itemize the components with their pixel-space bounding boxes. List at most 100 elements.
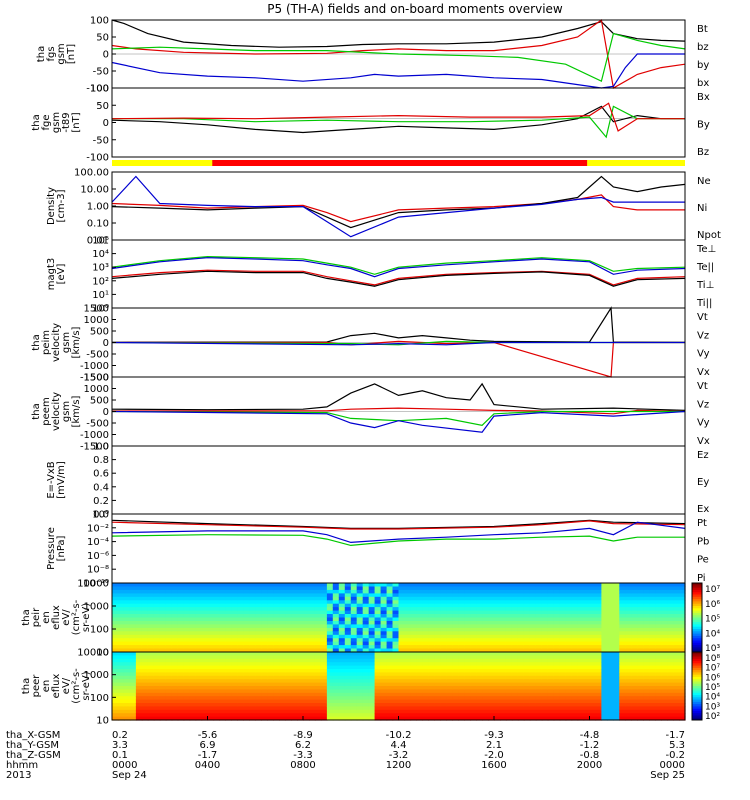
heatmap-cell	[553, 662, 561, 667]
heatmap-cell	[135, 665, 143, 670]
heatmap-cell	[338, 610, 346, 615]
heatmap-cell	[183, 596, 191, 601]
heatmap-cell	[201, 617, 209, 622]
heatmap-cell	[297, 627, 304, 632]
heatmap-cell	[410, 662, 417, 667]
heatmap-cell	[356, 682, 364, 687]
heatmap-cell	[207, 672, 215, 677]
heatmap-cell	[314, 638, 322, 643]
heatmap-cell	[123, 634, 131, 639]
heatmap-cell	[482, 603, 489, 608]
heatmap-cell	[332, 658, 340, 663]
heatmap-cell	[631, 652, 638, 656]
heatmap-cell	[422, 716, 429, 721]
heatmap-cell	[195, 600, 203, 605]
heatmap-cell	[291, 593, 298, 598]
legend-entry: Pe	[697, 555, 709, 566]
heatmap-cell	[589, 586, 597, 591]
heatmap-cell	[303, 682, 310, 687]
heatmap-cell	[577, 610, 585, 615]
heatmap-cell	[482, 672, 489, 677]
heatmap-cell	[279, 672, 286, 677]
heatmap-cell	[607, 696, 614, 701]
heatmap-cell	[374, 607, 382, 612]
heatmap-cell	[440, 652, 447, 656]
heatmap-cell	[332, 669, 340, 673]
y-tick-label: 10	[96, 648, 109, 659]
heatmap-cell	[147, 583, 155, 587]
heatmap-cell	[517, 621, 525, 625]
heatmap-cell	[189, 709, 197, 714]
heatmap-cell	[511, 665, 519, 670]
heatmap-cell	[356, 607, 364, 612]
heatmap-cell	[320, 621, 328, 625]
heatmap-cell	[517, 586, 525, 591]
heatmap-cell	[428, 655, 435, 660]
heatmap-cell	[326, 641, 334, 646]
heatmap-cell	[398, 706, 406, 711]
heatmap-cell	[482, 610, 489, 615]
heatmap-cell	[488, 716, 495, 721]
heatmap-cell	[314, 600, 322, 605]
heatmap-cell	[362, 662, 370, 667]
heatmap-cell	[464, 665, 471, 670]
heatmap-cell	[237, 645, 244, 650]
heatmap-cell	[159, 713, 167, 718]
heatmap-cell	[505, 686, 513, 690]
heatmap-cell	[559, 669, 567, 673]
heatmap-cell	[189, 713, 197, 718]
legend-entry: Bt	[697, 24, 708, 35]
heatmap-cell	[285, 610, 292, 615]
heatmap-cell	[326, 586, 334, 591]
heatmap-cell	[505, 669, 513, 673]
heatmap-cell	[207, 645, 215, 650]
heatmap-cell	[488, 596, 495, 601]
heatmap-cell	[541, 655, 549, 660]
heatmap-cell	[255, 655, 262, 660]
heatmap-cell	[177, 679, 185, 684]
heatmap-cell	[392, 600, 400, 605]
heatmap-cell	[464, 703, 471, 707]
heatmap-cell	[362, 689, 370, 694]
heatmap-cell	[279, 583, 286, 587]
heatmap-cell	[279, 655, 286, 660]
heatmap-cell	[482, 645, 489, 650]
heatmap-cell	[625, 631, 632, 636]
heatmap-cell	[374, 638, 382, 643]
heatmap-cell	[231, 699, 238, 704]
heatmap-cell	[350, 686, 358, 690]
heatmap-cell	[589, 631, 597, 636]
heatmap-cell	[595, 662, 603, 667]
heatmap-cell	[565, 655, 573, 660]
heatmap-cell	[547, 603, 555, 608]
heatmap-cell	[159, 652, 167, 656]
heatmap-cell	[655, 627, 662, 632]
heatmap-cell	[213, 652, 221, 656]
heatmap-cell	[500, 665, 507, 670]
heatmap-cell	[631, 658, 638, 663]
heatmap-cell	[213, 627, 221, 632]
heatmap-cell	[261, 669, 268, 673]
heatmap-cell	[667, 652, 674, 656]
heatmap-cell	[428, 689, 435, 694]
heatmap-cell	[171, 645, 179, 650]
heatmap-cell	[153, 652, 161, 656]
heatmap-cell	[577, 669, 585, 673]
heatmap-cell	[159, 699, 167, 704]
heatmap-cell	[261, 617, 268, 622]
heatmap-cell	[207, 610, 215, 615]
heatmap-cell	[679, 662, 686, 667]
heatmap-cell	[338, 593, 346, 598]
heatmap-cell	[410, 655, 417, 660]
heatmap-cell	[320, 686, 328, 690]
heatmap-cell	[661, 624, 668, 629]
heatmap-cell	[356, 610, 364, 615]
heatmap-cell	[637, 610, 644, 615]
heatmap-cell	[237, 689, 244, 694]
heatmap-cell	[249, 692, 256, 697]
heatmap-cell	[577, 607, 585, 612]
heatmap-cell	[326, 699, 334, 704]
heatmap-cell	[273, 703, 280, 707]
heatmap-cell	[440, 706, 447, 711]
heatmap-cell	[314, 614, 322, 618]
